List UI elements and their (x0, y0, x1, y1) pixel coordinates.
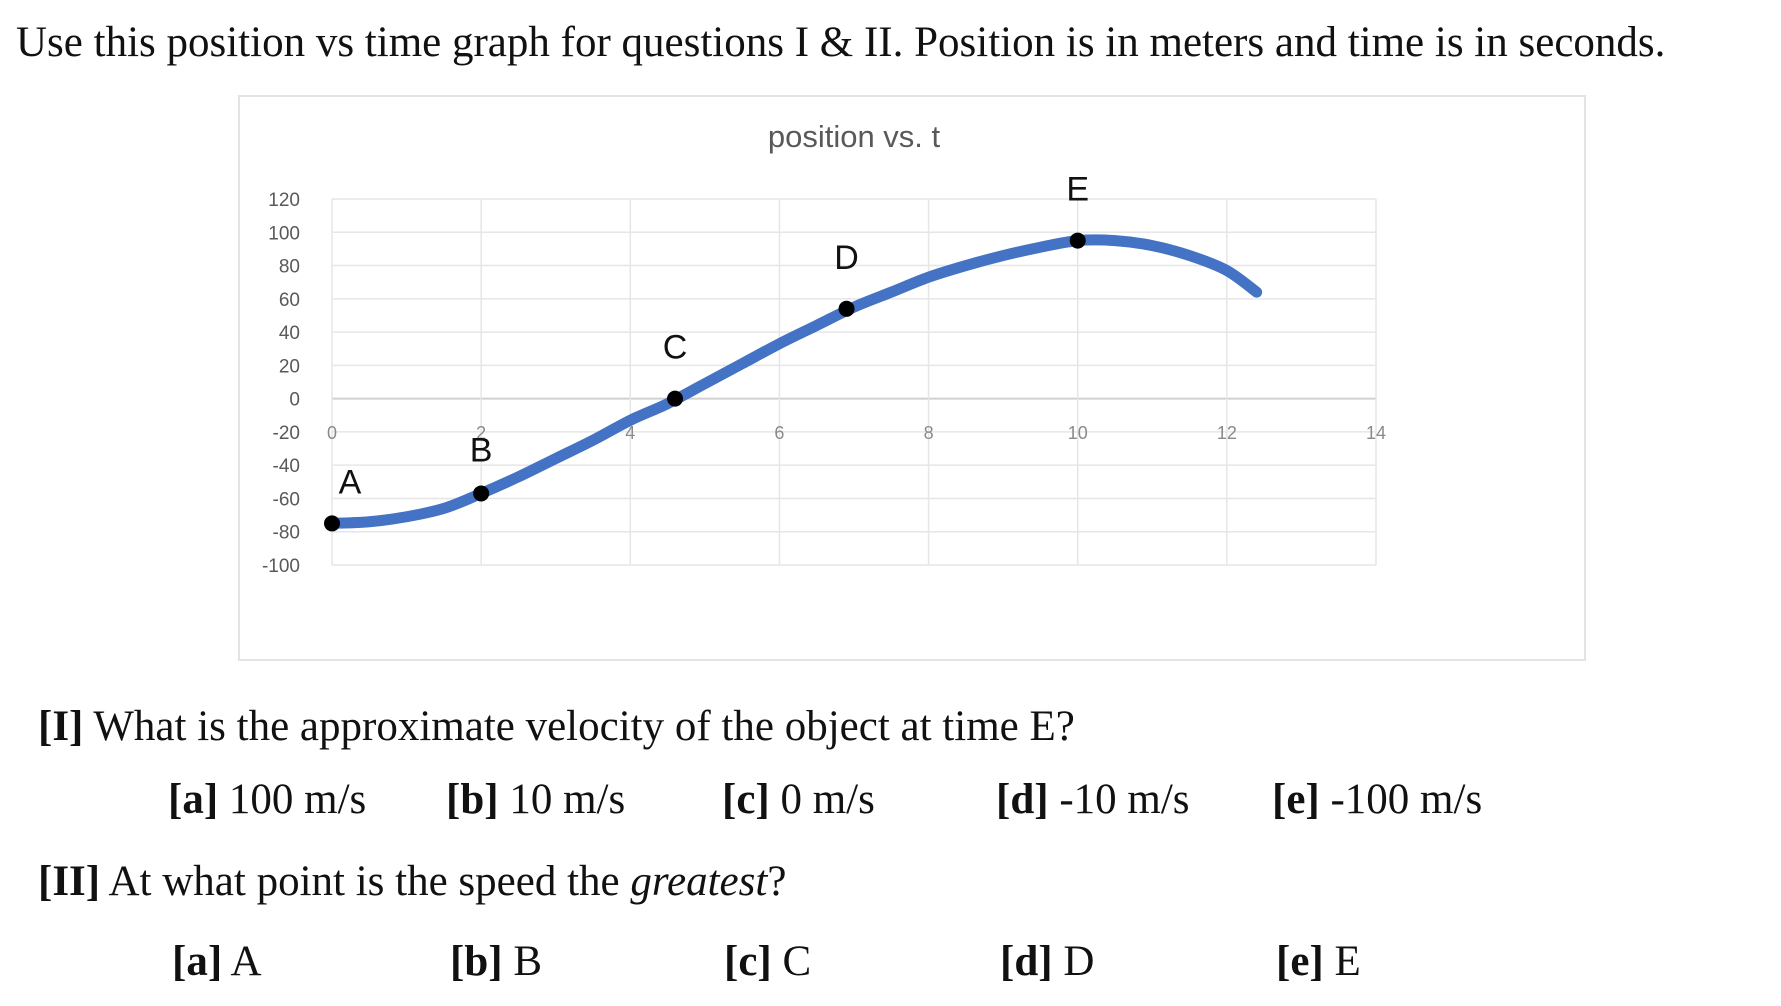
y-tick-label: -40 (273, 456, 300, 477)
q2-option-b-letter: [b] (450, 938, 503, 985)
q1-option-c[interactable]: [c] 0 m/s (722, 775, 875, 824)
q1-option-b-letter: [b] (446, 776, 499, 823)
q1-option-c-text: 0 m/s (769, 776, 875, 823)
x-tick-label: 10 (1068, 423, 1088, 443)
q2-option-b[interactable]: [b] B (450, 937, 542, 986)
q2-option-d-text: D (1052, 938, 1095, 985)
point-a (324, 515, 340, 532)
x-tick-label: 2 (476, 423, 486, 443)
y-tick-label: 60 (279, 290, 300, 311)
q2-option-c[interactable]: [c] C (724, 937, 811, 986)
q2-option-e-letter: [e] (1276, 938, 1324, 985)
question-1: [I] What is the approximate velocity of … (38, 702, 1075, 751)
y-tick-label: 20 (279, 356, 300, 377)
y-tick-label: -80 (273, 523, 300, 544)
position-curve (326, 234, 1263, 529)
q2-option-d[interactable]: [d] D (1000, 937, 1094, 986)
point-label-e: E (1066, 171, 1089, 209)
q2-option-e[interactable]: [e] E (1276, 937, 1361, 986)
q1-option-d-text: -10 m/s (1048, 776, 1190, 823)
x-tick-label: 8 (924, 423, 934, 443)
point-c (667, 390, 684, 407)
q1-option-d-letter: [d] (996, 776, 1049, 823)
q1-option-d[interactable]: [d] -10 m/s (996, 775, 1190, 824)
q1-option-a-letter: [a] (168, 776, 219, 823)
position-time-chart: position vs. t 120 100 80 60 40 20 0 -20 -40 -60 -8… (238, 95, 1586, 661)
point-label-b: B (470, 431, 493, 469)
q2-option-c-letter: [c] (724, 938, 772, 985)
q1-option-a-text: 100 m/s (218, 776, 367, 823)
question-2-number: [II] (38, 858, 101, 905)
point-label-d: D (834, 239, 859, 277)
y-tick-label: 120 (268, 190, 300, 211)
q1-option-b[interactable]: [b] 10 m/s (446, 775, 625, 824)
x-tick-label: 6 (774, 423, 784, 443)
y-tick-label: 100 (268, 223, 300, 244)
question-2: [II] At what point is the speed the grea… (38, 857, 786, 906)
intro-text: Use this position vs time graph for ques… (16, 19, 1666, 66)
point-label-c: C (663, 329, 688, 367)
q2-option-a-text: A (222, 938, 262, 985)
x-tick-label: 14 (1366, 423, 1386, 443)
q2-option-a[interactable]: [a] A (172, 937, 262, 986)
y-tick-label: -60 (273, 489, 300, 510)
q2-option-e-text: E (1323, 938, 1361, 985)
x-tick-label: 0 (327, 423, 337, 443)
point-d (838, 300, 855, 317)
question-2-emphasis: greatest (630, 858, 768, 905)
point-e (1069, 232, 1086, 249)
q1-option-c-letter: [c] (722, 776, 770, 823)
y-tick-label: 40 (279, 323, 300, 344)
question-2-end: ? (767, 858, 787, 905)
question-1-text: What is the approximate velocity of the … (83, 703, 1075, 750)
x-tick-label: 12 (1217, 423, 1237, 443)
point-b (473, 485, 490, 502)
q1-option-e[interactable]: [e] -100 m/s (1272, 775, 1482, 824)
chart-canvas: position vs. t120100806040200-20-40-60-8… (262, 119, 1386, 577)
point-label-a: A (339, 463, 362, 501)
y-tick-label: -100 (262, 556, 300, 577)
q1-option-e-text: -100 m/s (1319, 776, 1483, 823)
x-tick-label: 4 (625, 423, 635, 443)
q2-option-a-letter: [a] (172, 938, 223, 985)
q1-option-e-letter: [e] (1272, 776, 1320, 823)
q2-option-b-text: B (502, 938, 542, 985)
y-tick-label: 80 (279, 257, 300, 278)
q2-option-d-letter: [d] (1000, 938, 1053, 985)
q2-option-c-text: C (771, 938, 812, 985)
y-tick-label: 0 (289, 390, 300, 411)
question-1-number: [I] (38, 703, 84, 750)
chart-title: position vs. t (768, 119, 941, 154)
y-tick-label: -20 (273, 423, 300, 444)
q1-option-b-text: 10 m/s (498, 776, 626, 823)
question-2-text: At what point is the speed the (100, 858, 631, 905)
q1-option-a[interactable]: [a] 100 m/s (168, 775, 366, 824)
